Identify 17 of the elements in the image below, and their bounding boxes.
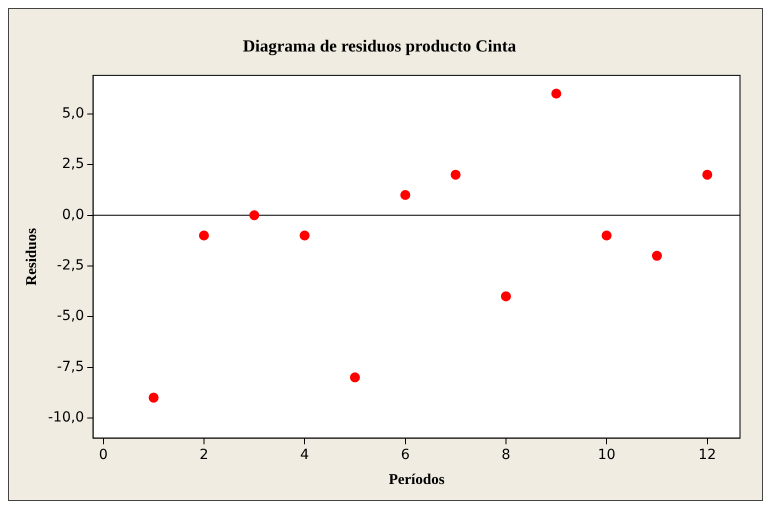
x-tick-label: 4 <box>300 447 310 464</box>
x-axis-title: Períodos <box>388 472 445 488</box>
y-tick-label: -10,0 <box>48 410 84 426</box>
y-tick-label: -7,5 <box>56 358 84 375</box>
chart-title: Diagrama de residuos producto Cinta <box>242 36 517 56</box>
x-tick-label: 10 <box>598 447 616 464</box>
y-tick-label: 0,0 <box>62 206 84 223</box>
x-tick-label: 6 <box>400 447 410 464</box>
x-tick-label: 2 <box>199 447 208 464</box>
x-tick-label: 12 <box>698 447 716 464</box>
y-axis-title: Residuos <box>24 228 40 286</box>
y-tick-label: -2,5 <box>56 258 84 274</box>
y-tick-label: 2,5 <box>62 156 84 172</box>
x-tick-label: 0 <box>98 447 108 464</box>
y-tick-label: 5,0 <box>62 106 84 122</box>
x-tick-label: 8 <box>501 447 510 464</box>
y-tick-label: -5,0 <box>56 308 84 324</box>
